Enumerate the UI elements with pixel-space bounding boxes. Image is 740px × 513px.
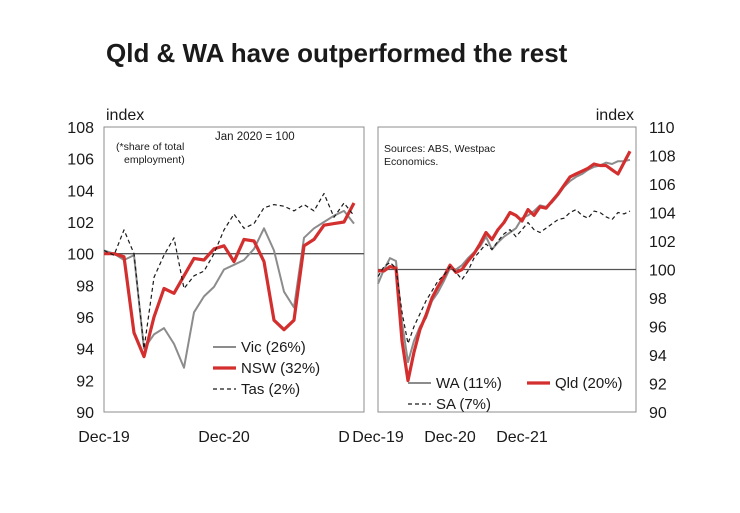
left-legend-label: Vic (26%) (241, 339, 306, 356)
left-series-line-red-solid (104, 202, 356, 359)
right-legend-label: WA (11%) (436, 375, 502, 392)
right-y-tick-label: 90 (649, 405, 667, 422)
right-y-tick-label: 96 (649, 320, 667, 337)
left-x-tick-label: Dec-19 (78, 429, 130, 446)
left-y-tick-label: 96 (76, 310, 94, 327)
left-x-tick-label: D (338, 429, 350, 446)
right-series-line-grey-solid (377, 158, 631, 364)
left-annotation-share: (*share of total (116, 141, 184, 153)
right-annotation-source: Sources: ABS, Westpac (384, 143, 495, 155)
page-title: Qld & WA have outperformed the rest (106, 38, 568, 68)
right-x-tick-label: Dec-21 (496, 429, 548, 446)
left-y-tick-label: 98 (76, 278, 94, 295)
left-y-tick-label: 102 (67, 215, 94, 232)
right-y-tick-label: 98 (649, 291, 667, 308)
right-legend-label: SA (7%) (436, 396, 491, 413)
right-annotation-source: Economics. (384, 156, 438, 168)
left-y-tick-label: 106 (67, 152, 94, 169)
right-x-tick-label: Dec-19 (352, 429, 404, 446)
right-chart-panel: 90 92 94 96 98 100 102 104 106 108 110 index Dec-19 D… (352, 107, 676, 446)
left-y-tick-label: 94 (76, 342, 94, 359)
left-y-axis-label: index (106, 107, 144, 124)
right-y-tick-label: 102 (649, 234, 676, 251)
right-y-tick-label: 94 (649, 348, 667, 365)
left-series-line-black-dashed (103, 192, 355, 350)
right-y-tick-label: 110 (649, 120, 675, 137)
right-y-axis-label: index (596, 107, 634, 124)
left-x-tick-label: Dec-20 (198, 429, 250, 446)
left-y-tick-label: 104 (67, 183, 94, 200)
left-annotation-base: Jan 2020 = 100 (215, 131, 295, 143)
right-y-tick-label: 104 (649, 206, 676, 223)
left-annotation-share: employment) (124, 154, 185, 166)
left-chart-panel: 90 92 94 96 98 100 102 104 106 108 index Dec-19 Dec-… (67, 107, 365, 446)
right-legend-label: Qld (20%) (555, 375, 623, 392)
right-series-line-black-dashed (377, 209, 631, 345)
right-x-tick-label: Dec-20 (424, 429, 476, 446)
left-legend-label: Tas (2%) (241, 381, 300, 398)
left-plot-frame (103, 126, 365, 413)
right-y-tick-label: 92 (649, 377, 667, 394)
right-y-tick-label: 100 (649, 263, 676, 280)
left-y-tick-label: 100 (67, 247, 94, 264)
right-y-tick-label: 106 (649, 177, 676, 194)
left-y-tick-label: 108 (67, 120, 94, 137)
right-series-line-red-solid (378, 150, 632, 383)
left-y-tick-label: 92 (76, 373, 94, 390)
right-y-tick-label: 108 (649, 149, 676, 166)
left-y-tick-label: 90 (76, 405, 94, 422)
left-legend-label: NSW (32%) (241, 360, 320, 377)
